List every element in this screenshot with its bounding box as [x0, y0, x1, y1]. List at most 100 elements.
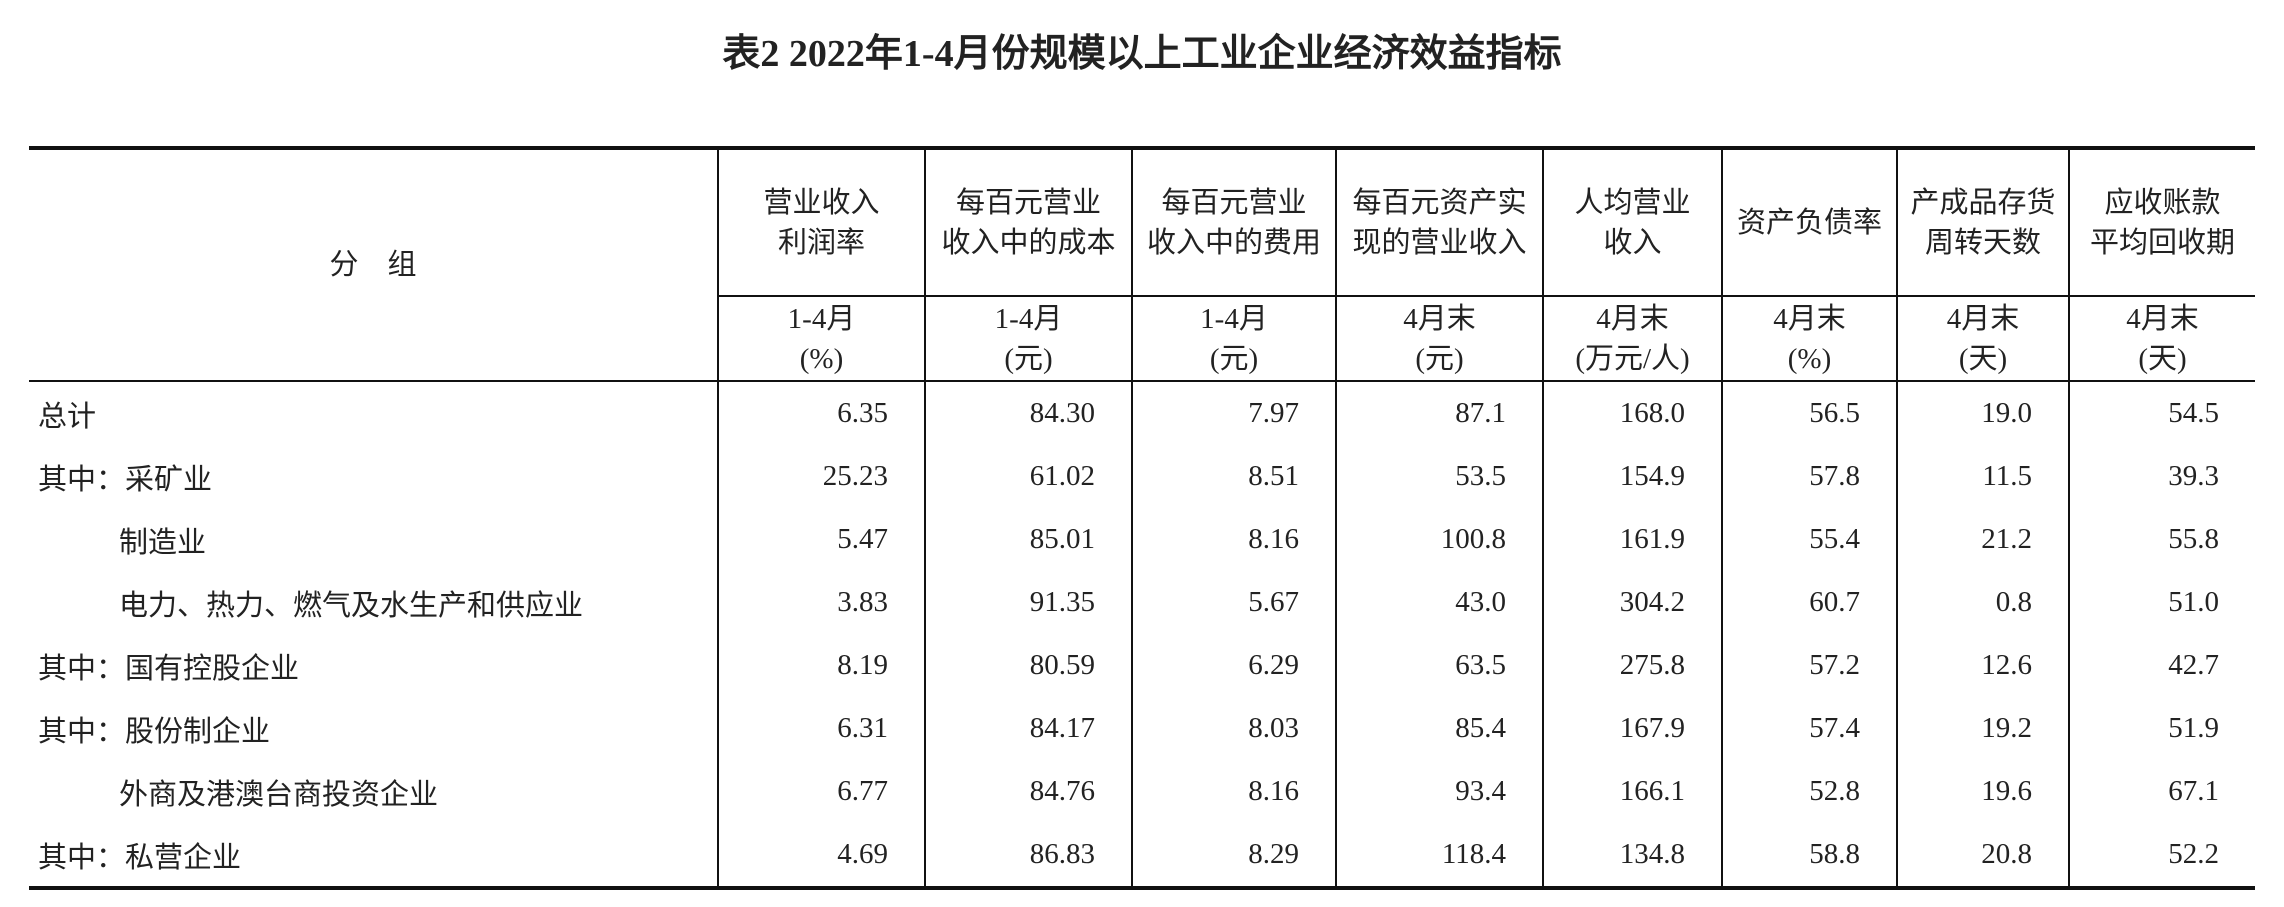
header-line: 收入中的成本	[941, 226, 1116, 259]
column-header: 人均营业 收入	[1542, 148, 1722, 297]
cell-value: 100.8	[1335, 508, 1543, 571]
cell-value: 87.1	[1335, 381, 1543, 445]
column-header: 每百元资产实 现的营业收入	[1335, 148, 1543, 297]
unit-line: (天)	[2138, 342, 2187, 375]
table-row: 电力、热力、燃气及水生产和供应业 3.83 91.35 5.67 43.0 304.2 60…	[29, 571, 2255, 634]
row-label: 制造业	[119, 526, 207, 559]
column-header: 资产负债率	[1721, 148, 1897, 297]
cell-value: 8.03	[1131, 697, 1336, 760]
cell-value: 63.5	[1335, 634, 1543, 697]
column-unit: 1-4月 (元)	[1131, 296, 1336, 382]
header-line: 每百元营业	[955, 186, 1101, 219]
column-header: 每百元营业收入中的成本	[924, 148, 1132, 297]
cell-value: 51.9	[2068, 697, 2255, 760]
header-line: 营业收入	[763, 186, 880, 219]
header-line: 每百元资产实	[1352, 186, 1527, 219]
unit-line: (元)	[1004, 342, 1053, 375]
cell-value: 0.8	[1896, 571, 2069, 634]
header-line: 收入	[1603, 226, 1662, 259]
cell-value: 55.4	[1721, 508, 1897, 571]
cell-value: 154.9	[1542, 445, 1722, 508]
cell-value: 11.5	[1896, 445, 2069, 508]
cell-value: 55.8	[2068, 508, 2255, 571]
unit-line: 4月末	[1946, 302, 2020, 335]
cell-value: 118.4	[1335, 823, 1543, 888]
cell-value: 25.23	[717, 445, 925, 508]
cell-value: 166.1	[1542, 760, 1722, 823]
cell-value: 54.5	[2068, 381, 2255, 445]
cell-value: 85.4	[1335, 697, 1543, 760]
table-row: 外商及港澳台商投资企业 6.77 84.76 8.16 93.4 166.1 52.8 19.…	[29, 760, 2255, 823]
cell-value: 85.01	[924, 508, 1132, 571]
cell-value: 57.4	[1721, 697, 1897, 760]
row-label: 总计	[38, 400, 97, 433]
column-header: 营业收入 利润率	[717, 148, 925, 297]
column-header: 每百元营业收入中的费用	[1131, 148, 1336, 297]
cell-value: 12.6	[1896, 634, 2069, 697]
cell-value: 53.5	[1335, 445, 1543, 508]
header-line: 利润率	[777, 226, 865, 259]
cell-value: 168.0	[1542, 381, 1722, 445]
table-row: 其中：国有控股企业 8.19 80.59 6.29 63.5 275.8 57.2 12.6 4…	[29, 634, 2255, 697]
header-line: 应收账款	[2104, 186, 2221, 219]
cell-value: 80.59	[924, 634, 1132, 697]
column-unit: 1-4月 (元)	[924, 296, 1132, 382]
table-row: 总计 6.35 84.30 7.97 87.1 168.0 56.5 19.0 54.5	[29, 381, 2255, 445]
cell-value: 6.77	[717, 760, 925, 823]
column-unit: 4月末 (万元/人)	[1542, 296, 1722, 382]
cell-value: 42.7	[2068, 634, 2255, 697]
cell-value: 57.2	[1721, 634, 1897, 697]
cell-value: 57.8	[1721, 445, 1897, 508]
unit-line: 1-4月	[994, 302, 1063, 335]
table-row: 其中：私营企业 4.69 86.83 8.29 118.4 134.8 58.8 20.8 52…	[29, 823, 2255, 888]
column-header: 产成品存货 周转天数	[1896, 148, 2069, 297]
header-line: 收入中的费用	[1146, 226, 1321, 259]
cell-value: 39.3	[2068, 445, 2255, 508]
column-unit: 4月末 (天)	[2068, 296, 2255, 382]
row-label: 其中：采矿业	[38, 463, 213, 496]
cell-value: 84.30	[924, 381, 1132, 445]
unit-line: 4月末	[2126, 302, 2199, 335]
header-line: 现的营业收入	[1352, 226, 1527, 259]
table-row: 其中：采矿业 25.23 61.02 8.51 53.5 154.9 57.8 11.5 39.…	[29, 445, 2255, 508]
cell-value: 304.2	[1542, 571, 1722, 634]
header-line: 每百元营业	[1161, 186, 1307, 219]
cell-value: 6.31	[717, 697, 925, 760]
cell-value: 52.8	[1721, 760, 1897, 823]
cell-value: 167.9	[1542, 697, 1722, 760]
cell-value: 43.0	[1335, 571, 1543, 634]
cell-value: 52.2	[2068, 823, 2255, 888]
unit-line: (万元/人)	[1575, 342, 1690, 375]
unit-line: 4月末	[1403, 302, 1476, 335]
cell-value: 8.16	[1131, 508, 1336, 571]
cell-value: 19.0	[1896, 381, 2069, 445]
cell-value: 3.83	[717, 571, 925, 634]
column-unit: 4月末 (天)	[1896, 296, 2069, 382]
cell-value: 60.7	[1721, 571, 1897, 634]
cell-value: 8.51	[1131, 445, 1336, 508]
unit-line: (%)	[799, 342, 844, 375]
cell-value: 21.2	[1896, 508, 2069, 571]
header-line: 周转天数	[1924, 226, 2041, 259]
data-table: 分 组营业收入 利润率 每百元营业 收入中的成本 每百元营业 收入中的费用 每百元资产实 现的…	[29, 146, 2255, 890]
header-line: 资产负债率	[1736, 206, 1882, 239]
cell-value: 134.8	[1542, 823, 1722, 888]
unit-line: 4月末	[1596, 302, 1669, 335]
cell-value: 275.8	[1542, 634, 1722, 697]
header-line: 平均回收期	[2089, 226, 2235, 259]
cell-value: 86.83	[924, 823, 1132, 888]
row-label: 其中：股份制企业	[38, 715, 271, 748]
column-unit: 4月末 (元)	[1335, 296, 1543, 382]
column-unit: 4月末 (%)	[1721, 296, 1897, 382]
cell-value: 51.0	[2068, 571, 2255, 634]
cell-value: 19.6	[1896, 760, 2069, 823]
column-header: 应收账款 平均回收期	[2068, 148, 2255, 297]
cell-value: 6.29	[1131, 634, 1336, 697]
cell-value: 8.19	[717, 634, 925, 697]
header-line: 产成品存货	[1910, 186, 2056, 219]
cell-value: 19.2	[1896, 697, 2069, 760]
cell-value: 8.16	[1131, 760, 1336, 823]
row-label: 外商及港澳台商投资企业	[119, 778, 439, 811]
table-row: 其中：股份制企业 6.31 84.17 8.03 85.4 167.9 57.4 19.2 51…	[29, 697, 2255, 760]
